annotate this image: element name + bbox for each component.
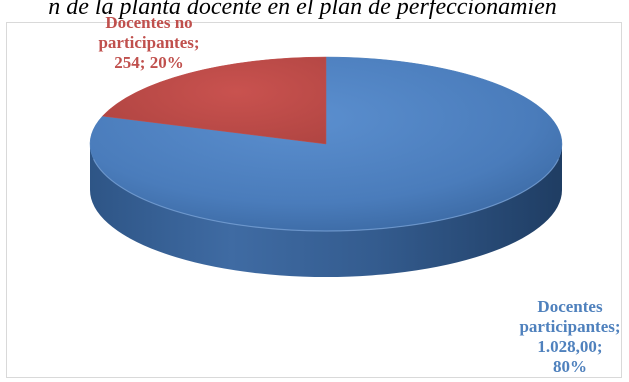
data-label-line: participantes;	[98, 33, 199, 52]
pie-side-wall	[90, 144, 562, 277]
data-label-participantes: Docentes participantes; 1.028,00; 80%	[519, 297, 620, 376]
data-label-line: 1.028,00;	[537, 337, 602, 356]
data-label-no-participantes: Docentes no participantes; 254; 20%	[98, 13, 199, 72]
pie-rim-highlight	[93, 158, 559, 232]
chart-title-text: n de la planta docente en el plan de per…	[48, 0, 557, 20]
pie-slice-no-participantes	[101, 56, 327, 145]
data-label-line: 80%	[553, 357, 587, 376]
data-label-line: Docentes no	[105, 13, 192, 32]
data-label-line: participantes;	[519, 317, 620, 336]
data-label-line: 254; 20%	[114, 53, 183, 72]
data-label-line: Docentes	[537, 297, 603, 316]
chart-title: n de la planta docente en el plan de per…	[0, 0, 629, 21]
